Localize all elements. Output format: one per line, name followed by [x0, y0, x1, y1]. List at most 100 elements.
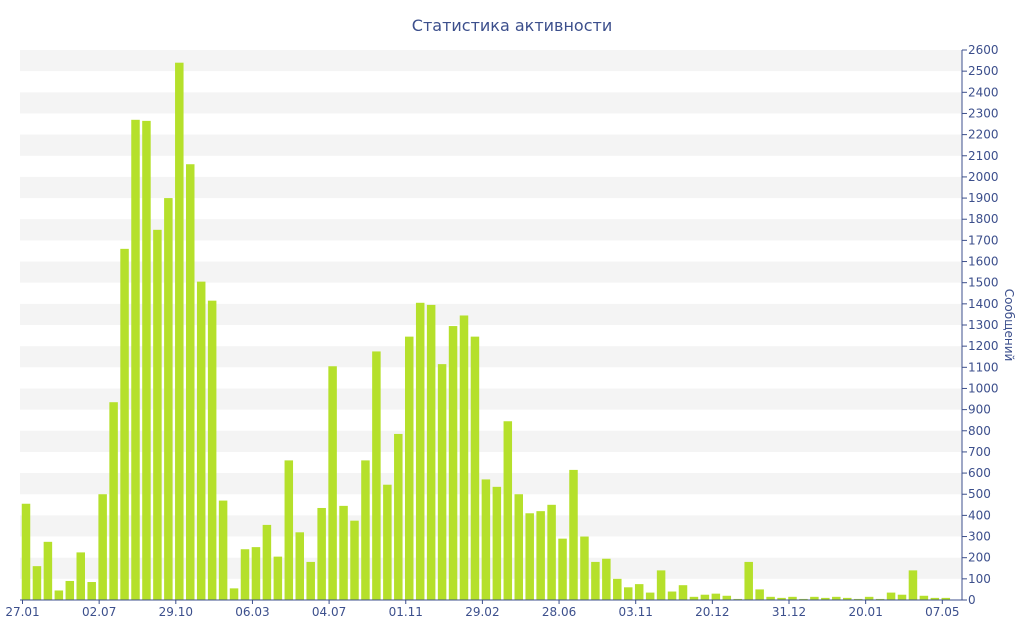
y-tick-label: 1400 — [968, 297, 999, 311]
bar — [886, 592, 896, 600]
bar — [207, 300, 217, 600]
y-axis-label: Сообщений — [1002, 289, 1016, 362]
grid-band — [20, 473, 962, 495]
bar — [843, 597, 852, 600]
x-tick-label: 04.07 — [312, 605, 346, 619]
x-tick-label: 20.01 — [848, 605, 882, 619]
x-tick-label: 31.12 — [772, 605, 806, 619]
bar — [415, 302, 425, 600]
bar — [722, 595, 732, 600]
y-tick-label: 1700 — [968, 233, 999, 247]
bar — [788, 596, 797, 600]
bar — [492, 486, 502, 600]
bar — [350, 520, 359, 600]
bar — [536, 511, 545, 600]
y-tick-label: 1900 — [968, 191, 999, 205]
x-tick-label: 02.07 — [82, 605, 116, 619]
bar — [930, 597, 940, 600]
bar — [339, 505, 348, 600]
bar — [459, 315, 469, 600]
bar — [678, 585, 688, 600]
bar — [32, 566, 42, 600]
bar — [470, 336, 480, 600]
bar — [799, 598, 808, 600]
bar — [569, 469, 578, 600]
bar — [503, 421, 513, 600]
bar — [76, 552, 85, 600]
bar — [262, 524, 272, 600]
bar — [733, 598, 742, 600]
y-tick-label: 2300 — [968, 106, 999, 120]
bar — [284, 460, 294, 600]
bar — [437, 364, 447, 600]
bar — [853, 598, 863, 600]
bar — [875, 598, 885, 600]
x-tick-label: 27.01 — [5, 605, 39, 619]
bar — [602, 558, 611, 600]
y-tick-label: 600 — [968, 466, 991, 480]
grid-band — [20, 515, 962, 537]
bar — [908, 570, 918, 600]
bar — [164, 198, 173, 600]
bar — [186, 164, 195, 601]
y-tick-label: 1500 — [968, 276, 999, 290]
y-tick-label: 2500 — [968, 64, 999, 78]
bar — [251, 547, 261, 600]
bar — [361, 460, 370, 600]
y-tick-label: 800 — [968, 424, 991, 438]
y-tick-label: 1800 — [968, 212, 999, 226]
bar — [196, 281, 206, 600]
bar — [558, 538, 567, 600]
y-tick-label: 900 — [968, 403, 991, 417]
x-tick-label: 29.02 — [465, 605, 499, 619]
bar — [21, 503, 31, 600]
y-tick-label: 1200 — [968, 339, 999, 353]
y-tick-label: 0 — [968, 593, 976, 607]
bar — [514, 494, 523, 600]
y-tick-label: 200 — [968, 551, 991, 565]
y-tick-label: 700 — [968, 445, 991, 459]
grid-band — [20, 50, 962, 72]
grid-band — [20, 176, 962, 199]
bars — [21, 62, 951, 601]
bar — [426, 304, 436, 600]
bar — [175, 62, 184, 600]
y-tick-label: 1300 — [968, 318, 999, 332]
y-tick-label: 400 — [968, 508, 991, 522]
bar — [941, 597, 951, 600]
grid-band — [20, 261, 962, 283]
bar — [120, 248, 129, 600]
bar — [372, 351, 381, 600]
grid-band — [20, 134, 962, 156]
bar — [43, 541, 53, 600]
bar — [547, 504, 556, 600]
bar — [821, 597, 830, 600]
bar — [153, 229, 162, 600]
x-tick-label: 07.05 — [925, 605, 959, 619]
y-tick-label: 2600 — [968, 43, 999, 57]
bar — [656, 570, 666, 600]
bar — [405, 336, 414, 600]
x-tick-label: 28.06 — [542, 605, 576, 619]
y-tick-label: 1600 — [968, 255, 999, 269]
x-tick-label: 03.11 — [619, 605, 653, 619]
grid-band — [20, 430, 962, 452]
grid-band — [20, 346, 962, 368]
y-tick-label: 2200 — [968, 128, 999, 142]
bar — [54, 590, 64, 600]
y-axis: 0 100 200 300 400 500 600 700 800 900 1000 1100 1200… — [961, 43, 999, 607]
bar — [766, 596, 775, 600]
grid-band — [20, 219, 962, 241]
bar — [591, 561, 600, 600]
x-tick-label: 20.12 — [695, 605, 729, 619]
bar — [755, 589, 764, 600]
y-tick-label: 1100 — [968, 360, 999, 374]
x-tick-label: 06.03 — [235, 605, 269, 619]
bar — [525, 513, 534, 600]
bar — [580, 536, 589, 600]
bar — [65, 580, 75, 600]
bar — [777, 597, 786, 600]
bar — [897, 594, 907, 600]
y-tick-label: 300 — [968, 530, 991, 544]
